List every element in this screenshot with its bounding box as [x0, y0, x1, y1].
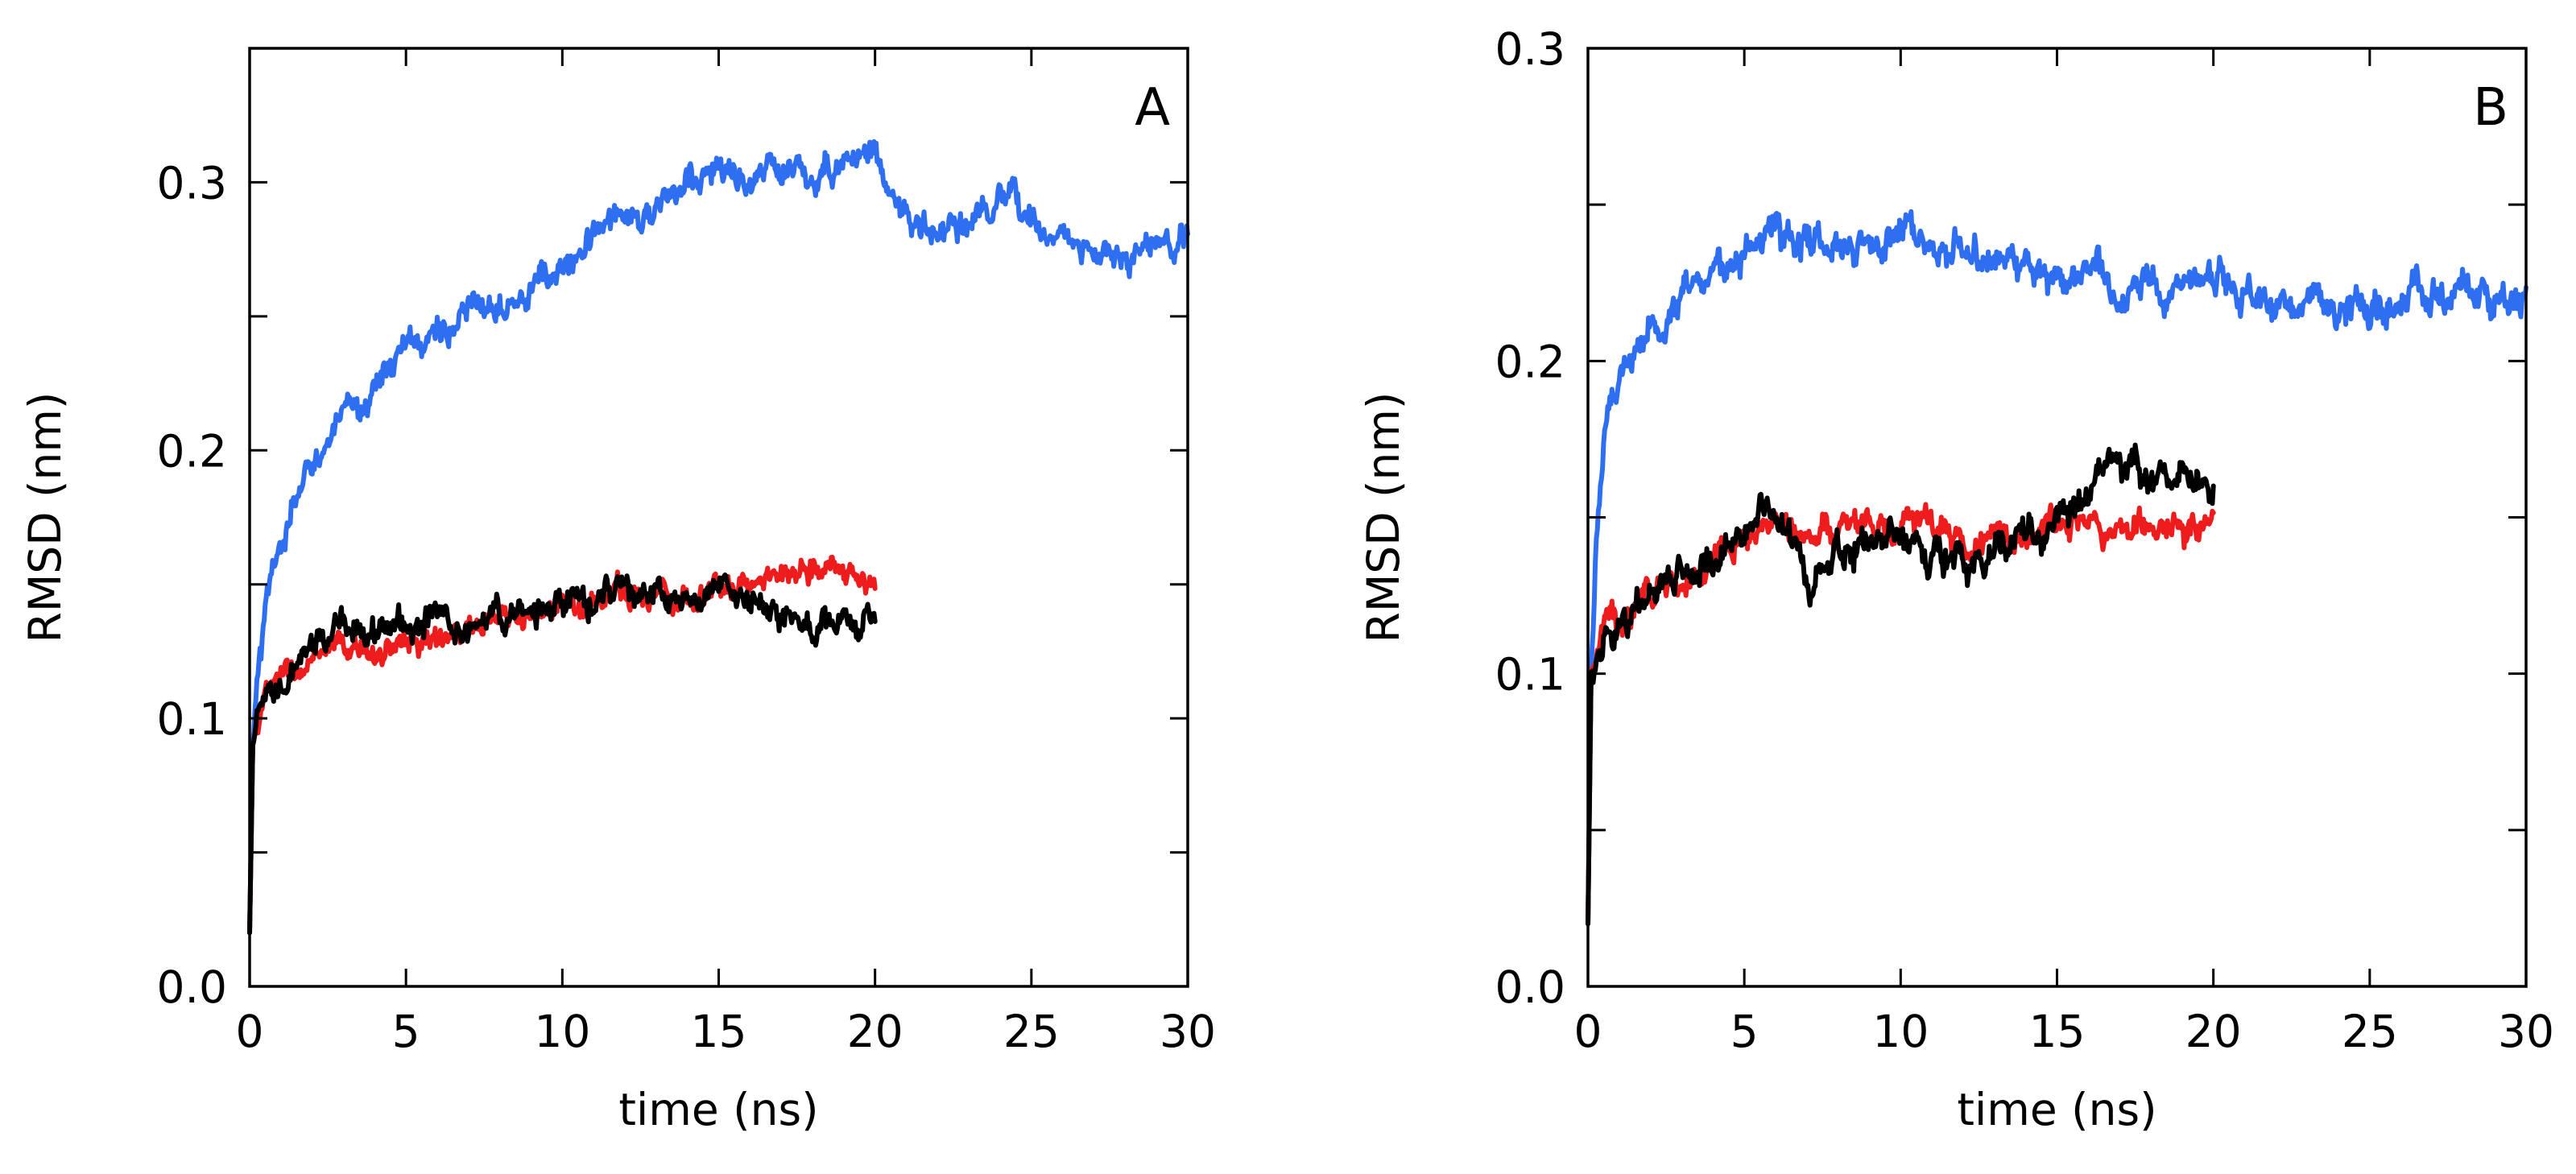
panel-b-ytick-label: 0.3: [1495, 23, 1565, 75]
panel-a-xtick-label: 25: [1003, 1006, 1060, 1057]
panel-b-xtick-label: 15: [2029, 1006, 2086, 1057]
panel-b-xtick-label: 30: [2498, 1006, 2554, 1057]
panel-b-xtick-label: 25: [2342, 1006, 2398, 1057]
panel-a-xtick-label: 30: [1160, 1006, 1216, 1057]
panel-a-xtick-label: 0: [236, 1006, 264, 1057]
panel-b-ytick-label: 0.2: [1495, 336, 1565, 387]
panel-b-ytick-label: 0.1: [1495, 649, 1565, 701]
panel-b-series-black: [1586, 442, 2216, 927]
panel-b-series-blue: [1586, 209, 2528, 927]
panel-b-label: B: [2473, 78, 2508, 138]
panel-a-series: [247, 138, 1190, 936]
panel-a-ylabel: RMSD (nm): [19, 392, 71, 643]
panel-a-ticks: 0 5 10 15 20 25 30 0.0 0.1 0.2 0.3: [157, 48, 1216, 1057]
panel-a-ytick-label: 0.3: [157, 157, 227, 209]
panel-b-frame: [1586, 47, 2528, 988]
panel-b-ytick-label: 0.0: [1495, 961, 1565, 1013]
panel-b-series: [1586, 209, 2528, 927]
panel-b-xtick-label: 5: [1730, 1006, 1759, 1057]
panel-a-xtick-label: 10: [534, 1006, 590, 1057]
panel-a-label: A: [1135, 78, 1170, 138]
panel-a-series-red: [247, 554, 878, 936]
panel-a-ytick-label: 0.0: [157, 961, 227, 1013]
panel-a-frame: [248, 47, 1189, 988]
panel-a-xtick-label: 5: [392, 1006, 420, 1057]
panel-b: 0 5 10 15 20 25 30 0.0 0.1 0.2 0.3 B time (ns) RMS…: [1358, 23, 2554, 1135]
panel-a: 0 5 10 15 20 25 30 0.0 0.1 0.2 0.3 A time (ns) RMS…: [19, 47, 1216, 1135]
panel-b-xtick-label: 10: [1872, 1006, 1929, 1057]
panel-b-xlabel: time (ns): [1957, 1084, 2156, 1135]
panel-a-xtick-label: 20: [847, 1006, 903, 1057]
panel-b-ticks: 0 5 10 15 20 25 30 0.0 0.1 0.2 0.3: [1495, 23, 2554, 1057]
panel-a-series-black: [247, 573, 878, 936]
panel-a-xtick-label: 15: [691, 1006, 747, 1057]
panel-b-xtick-label: 0: [1574, 1006, 1602, 1057]
panel-a-ytick-label: 0.1: [157, 693, 227, 745]
panel-a-xlabel: time (ns): [618, 1084, 818, 1135]
panel-b-ylabel: RMSD (nm): [1358, 392, 1409, 643]
panel-a-ytick-label: 0.2: [157, 425, 227, 477]
panel-b-xtick-label: 20: [2185, 1006, 2242, 1057]
panel-a-series-blue: [247, 138, 1190, 936]
